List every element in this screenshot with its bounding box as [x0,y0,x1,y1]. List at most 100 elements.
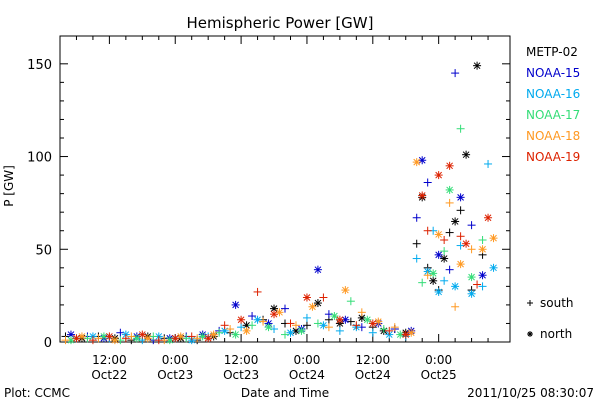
plot-frame [59,35,511,343]
x-tick-date: Oct24 [355,368,391,382]
point-north [434,287,443,296]
point-north [313,299,322,308]
point-south [451,302,460,311]
point-north [489,234,498,243]
point-north [374,317,383,326]
point-north [451,217,460,226]
point-north [484,213,493,222]
y-tick-label: 100 [27,151,52,166]
point-north [77,332,86,341]
point-south [478,236,487,244]
chart-title: Hemispheric Power [GW] [187,14,374,32]
point-south [352,321,361,330]
point-north [242,326,251,335]
x-axis-label: Date and Time [241,386,329,400]
point-north [467,273,476,282]
point-south [385,326,394,335]
point-south [319,293,328,302]
point-north [467,289,476,298]
point-north [434,171,443,180]
point-south [182,334,191,343]
point-south [149,332,158,341]
plot-credit: Plot: CCMC [4,386,70,400]
x-tick-time: 0:00 [162,353,189,367]
point-north [363,315,372,324]
point-north [253,315,262,324]
x-tick-time: 12:00 [356,353,391,367]
point-south [390,323,399,332]
point-south [440,247,449,256]
x-axis-ticks: 12:00Oct220:00Oct2312:00Oct230:00Oct2412… [75,36,489,382]
point-south [379,325,388,334]
point-north [286,328,295,337]
point-south [418,278,427,287]
point-south [445,228,454,237]
legend-entry: NOAA-19 [526,150,580,164]
point-north [396,330,405,339]
point-north [407,328,416,337]
point-north [451,282,460,291]
point-south [193,334,202,343]
point-north [143,334,152,343]
point-south [187,332,196,341]
point-south [412,239,421,248]
point-south [291,321,300,330]
legend-entry: METP-02 [526,45,578,59]
point-south [83,334,92,343]
point-north [368,319,377,328]
point-north [412,158,421,167]
point-north [105,332,114,341]
point-north [176,332,185,341]
point-south [467,245,476,254]
point-south [116,328,125,337]
point-south [248,312,257,321]
y-tick-label: 0 [44,336,52,351]
point-north [429,269,438,278]
point-north [401,330,410,339]
point-north [429,276,438,285]
point-south [226,325,235,334]
legend-entry: NOAA-18 [526,129,580,143]
point-south [324,323,333,332]
point-north [270,304,279,313]
point-north [132,334,141,343]
point-north [434,230,443,239]
point-north [308,302,317,311]
point-south [248,321,257,330]
point-north [473,61,482,70]
point-north [313,265,322,274]
point-north [264,323,273,332]
point-south [61,336,70,345]
plot-timestamp: 2011/10/25 08:30:07 [467,386,594,400]
point-north [456,193,465,202]
x-tick-date: Oct25 [421,368,457,382]
point-north [341,286,350,295]
point-south [94,334,103,343]
hemisphere-legend: south north [527,296,574,341]
point-south [88,336,97,345]
point-south [440,276,449,285]
point-north [270,310,279,319]
point-south [456,241,465,250]
point-south [121,334,130,343]
point-south [445,265,454,274]
y-axis-label: P [GW] [2,165,16,207]
point-south [215,328,224,337]
point-north [275,308,284,317]
point-north [478,245,487,254]
point-south [220,321,229,330]
point-south [286,319,295,328]
point-south [237,323,246,332]
point-south [423,178,432,187]
point-south [368,328,377,337]
point-south [473,280,482,289]
point-south [456,124,465,133]
legend-entry: NOAA-16 [526,87,580,101]
point-north [171,334,180,343]
point-north [231,300,240,309]
x-tick-date: Oct22 [91,368,127,382]
point-south [451,69,460,78]
point-north [237,315,246,324]
plus-symbol [527,300,533,306]
